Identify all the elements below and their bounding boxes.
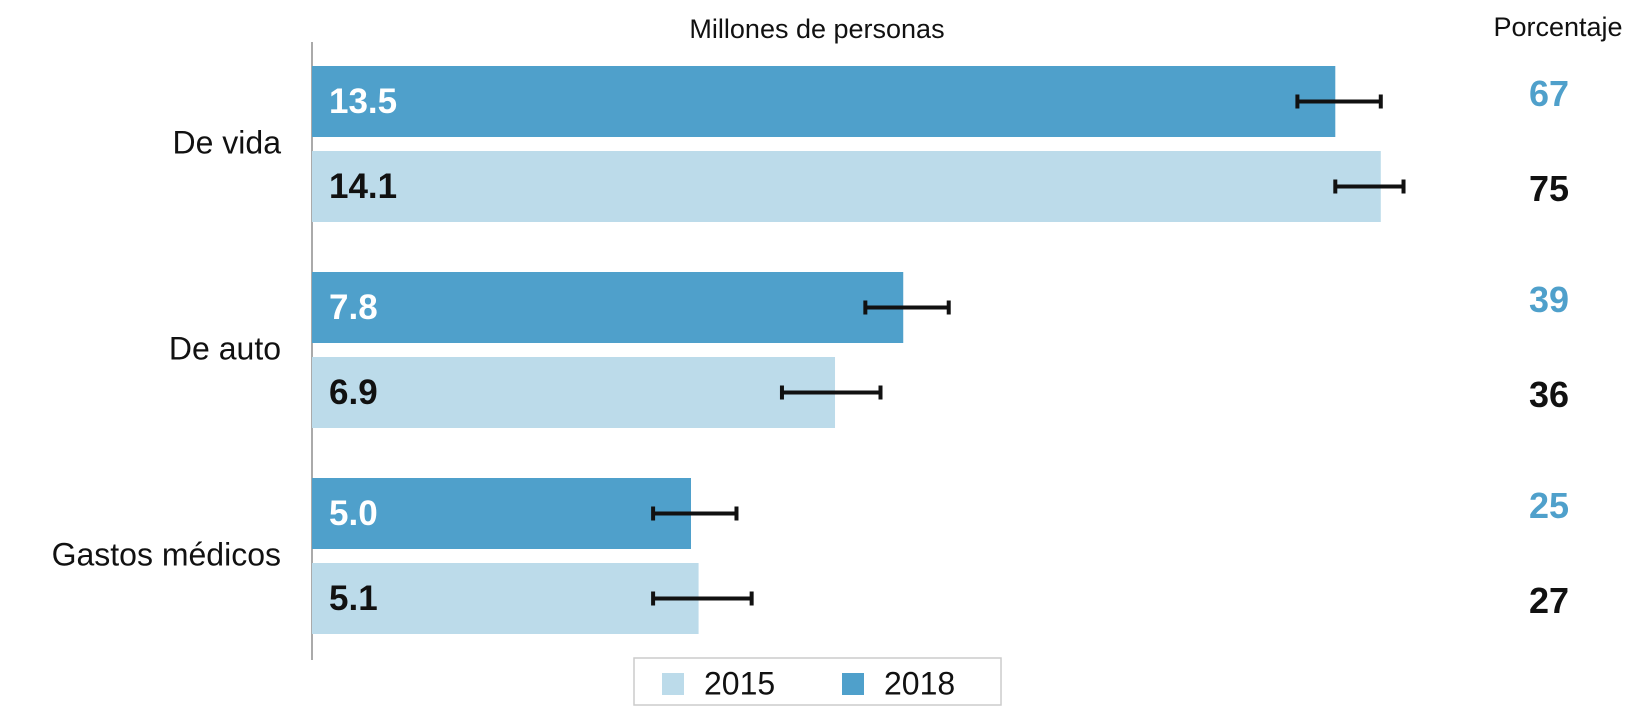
bar <box>312 563 699 634</box>
legend-swatch <box>662 673 684 695</box>
category-label: De vida <box>173 124 282 160</box>
value-label: 14.1 <box>329 167 397 206</box>
legend-label: 2015 <box>704 665 775 701</box>
percent-label: 39 <box>1529 279 1569 320</box>
percent-label: 25 <box>1529 485 1569 526</box>
category-label: Gastos médicos <box>52 536 281 572</box>
value-label: 5.0 <box>329 494 378 533</box>
bar <box>312 151 1381 222</box>
percent-title: Porcentaje <box>1493 12 1622 42</box>
value-label: 5.1 <box>329 579 378 618</box>
bar <box>312 478 691 549</box>
bar <box>312 272 904 343</box>
legend-box <box>633 657 1002 706</box>
legend-swatch <box>842 673 864 695</box>
percent-label: 36 <box>1529 374 1569 415</box>
bar <box>312 357 836 428</box>
axis-title: Millones de personas <box>689 14 944 44</box>
legend-label: 2018 <box>884 665 955 701</box>
value-label: 13.5 <box>329 82 397 121</box>
value-label: 6.9 <box>329 373 378 412</box>
percent-label: 67 <box>1529 73 1569 114</box>
percent-label: 75 <box>1529 168 1569 209</box>
bar <box>312 66 1336 137</box>
percent-label: 27 <box>1529 580 1569 621</box>
category-label: De auto <box>169 330 281 366</box>
value-label: 7.8 <box>329 288 378 327</box>
